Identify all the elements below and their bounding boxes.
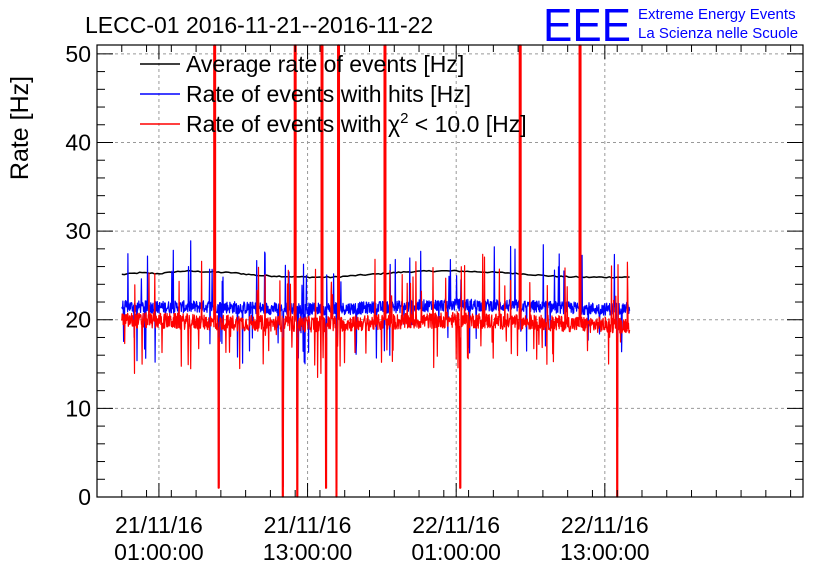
y-tick-label: 40 xyxy=(65,129,91,155)
legend: Average rate of events [Hz] Rate of event… xyxy=(140,51,527,137)
axes: 0102030405021/11/1601:00:0021/11/1613:00… xyxy=(65,41,803,565)
logo-line1: Extreme Energy Events xyxy=(638,6,796,23)
x-tick-label-time: 01:00:00 xyxy=(114,539,204,565)
x-tick-label-time: 13:00:00 xyxy=(263,539,353,565)
y-tick-label: 10 xyxy=(65,395,91,421)
series-line-0 xyxy=(121,269,630,279)
x-tick-label-time: 01:00:00 xyxy=(411,539,501,565)
plot-frame xyxy=(96,44,804,498)
legend-text: < 10.0 [Hz] xyxy=(408,111,526,137)
eee-logo: EEE Extreme Energy Events La Scienza nel… xyxy=(543,0,798,51)
y-tick-label: 0 xyxy=(78,484,91,510)
legend-chi: χ xyxy=(388,111,400,137)
legend-text: Rate of events with xyxy=(186,111,388,137)
legend-entry-1: Rate of events with hits [Hz] xyxy=(186,81,471,107)
legend-entry-0: Average rate of events [Hz] xyxy=(186,51,464,77)
series-line-2 xyxy=(121,44,631,498)
series-line-1 xyxy=(121,240,631,488)
legend-entry-2: Rate of events with χ2 < 10.0 [Hz] xyxy=(186,110,527,137)
x-tick-label-date: 21/11/16 xyxy=(264,512,352,538)
y-tick-label: 30 xyxy=(65,218,91,244)
legend-superscript: 2 xyxy=(400,110,408,127)
logo-mark: EEE xyxy=(543,0,631,51)
y-tick-label: 20 xyxy=(65,307,91,333)
y-axis-label: Rate [Hz] xyxy=(6,76,34,180)
x-tick-label-time: 13:00:00 xyxy=(560,539,650,565)
series-layer xyxy=(121,44,631,498)
grid-lines xyxy=(97,45,803,497)
logo-line2: La Scienza nelle Scuole xyxy=(638,25,798,42)
chart-title: LECC-01 2016-11-21--2016-11-22 xyxy=(85,12,433,38)
y-tick-label: 50 xyxy=(65,41,91,67)
x-tick-label-date: 22/11/16 xyxy=(412,512,500,538)
x-tick-label-date: 22/11/16 xyxy=(561,512,649,538)
x-tick-label-date: 21/11/16 xyxy=(115,512,203,538)
